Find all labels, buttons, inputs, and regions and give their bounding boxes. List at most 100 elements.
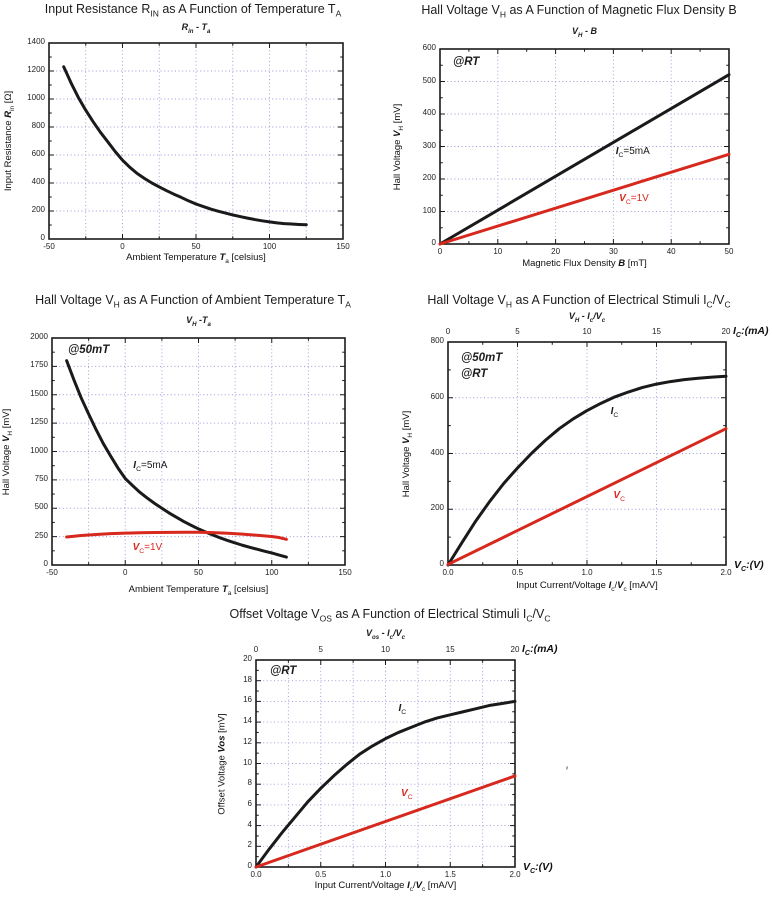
y-tick-label: 6 <box>247 798 252 808</box>
curve-ic-curve <box>446 374 728 567</box>
annotation: @50mT <box>68 344 110 356</box>
plot-area-hall-voltage-vs-temperature <box>51 337 346 566</box>
x-axis-label: Input Current/Voltage Ic/Vc [mA/V] <box>516 580 658 593</box>
x-tick-label: 20 <box>551 247 561 256</box>
x-tick-label: -50 <box>46 568 58 577</box>
curve-ic-curve <box>254 699 517 869</box>
y-tick-label: 500 <box>34 502 48 512</box>
top-right-unit-label: IC:(mA) <box>733 325 769 340</box>
x-tick-label: 1.5 <box>444 870 456 879</box>
y-axis-label: Hall Voltage VH [mV] <box>400 410 414 497</box>
x-tick-label: 2.0 <box>509 870 521 879</box>
chart-hall-voltage-vs-flux-density: Hall Voltage VH as A Function of Magneti… <box>386 0 772 285</box>
axis-ticks <box>447 341 727 566</box>
plot-area-offset-voltage-vs-electrical-stimuli <box>254 659 517 869</box>
annotation: @50mT <box>461 352 503 364</box>
input-resistance-vs-temperature-title: Input Resistance RIN as A Function of Te… <box>44 2 342 19</box>
hall-voltage-vs-electrical-stimuli-title: Hall Voltage VH as A Function of Electri… <box>427 293 731 310</box>
curve-ic-5ma-curve <box>65 359 288 559</box>
gridlines <box>448 342 726 565</box>
top-tick-label: 0 <box>445 327 451 336</box>
x-tick-label: 0.5 <box>511 568 524 577</box>
y-tick-label: 600 <box>430 391 444 401</box>
x-tick-label: 0.5 <box>315 870 327 879</box>
x-tick-label: 40 <box>666 247 676 256</box>
y-tick-label: 1750 <box>30 360 48 370</box>
curve-vc-1v-curve <box>65 530 288 541</box>
annotation: ' <box>565 766 568 778</box>
annotation: @RT <box>461 368 488 380</box>
y-tick-label: 400 <box>31 177 45 186</box>
y-tick-label: 1400 <box>27 37 45 46</box>
x-tick-label: 1.0 <box>379 870 392 879</box>
top-right-unit-label: IC:(mA) <box>522 643 558 658</box>
y-axis-label: Hall Voltage VH [mV] <box>0 408 14 495</box>
x-tick-label: 150 <box>336 242 350 251</box>
x-tick-label: 0 <box>123 568 128 577</box>
x-tick-label: 0 <box>437 247 443 256</box>
top-tick-label: 15 <box>445 645 455 654</box>
chart-input-resistance-vs-temperature: Input Resistance RIN as A Function of Te… <box>0 0 386 285</box>
y-tick-label: 1250 <box>30 417 48 427</box>
x-axis-label: Ambient Temperature Ta [celsius] <box>126 252 266 265</box>
curve-vc-curve <box>254 774 517 869</box>
x-tick-label: -50 <box>43 242 55 251</box>
top-tick-label: 20 <box>510 645 520 654</box>
x-tick-label: 1.5 <box>650 568 663 577</box>
x-tick-label: 10 <box>493 247 503 256</box>
y-tick-label: 600 <box>31 149 45 158</box>
hall-voltage-vs-flux-density-title: Hall Voltage VH as A Function of Magneti… <box>421 3 737 20</box>
y-tick-label: 8 <box>247 778 252 788</box>
top-tick-label: 10 <box>582 327 592 336</box>
axis-ticks <box>439 48 730 245</box>
y-tick-label: 750 <box>34 473 48 483</box>
y-tick-label: 200 <box>422 173 436 182</box>
y-tick-label: 400 <box>422 108 436 117</box>
hall-voltage-vs-flux-density-subtitle: VH - B <box>572 26 597 39</box>
y-tick-label: 1200 <box>27 65 45 74</box>
annotation: @RT <box>453 56 480 68</box>
plot-area-hall-voltage-vs-electrical-stimuli <box>446 341 728 567</box>
top-tick-label: 5 <box>318 645 323 654</box>
hall-voltage-vs-temperature-title: Hall Voltage VH as A Function of Ambient… <box>35 293 351 310</box>
hall-voltage-vs-temperature-subtitle: VH -Ta <box>186 315 211 328</box>
y-tick-label: 16 <box>243 695 252 705</box>
gridlines <box>49 43 343 239</box>
y-tick-label: 250 <box>34 530 48 540</box>
curve-label: IC=5mA <box>133 460 168 474</box>
y-tick-label: 18 <box>243 674 252 684</box>
curve-label: IC=5mA <box>615 145 650 159</box>
offset-voltage-vs-electrical-stimuli-title: Offset Voltage VOS as A Function of Elec… <box>229 607 551 624</box>
x-axis-label: Ambient Temperature Ta [celsius] <box>128 584 269 597</box>
y-tick-label: 1000 <box>27 93 45 102</box>
y-tick-label: 2000 <box>30 332 48 341</box>
plot-frame <box>447 341 727 566</box>
y-tick-label: 200 <box>31 205 45 214</box>
offset-voltage-vs-electrical-stimuli-subtitle: Vos - Ic/Vc <box>366 628 405 641</box>
y-axis-label: Input Resistance Rin [Ω] <box>2 90 16 192</box>
x-tick-label: 50 <box>191 242 201 251</box>
x-axis-label: Magnetic Flux Density B [mT] <box>522 258 647 269</box>
axis-ticks <box>48 42 344 240</box>
x-tick-label: 50 <box>724 247 734 256</box>
y-tick-label: 300 <box>422 140 436 150</box>
curve-label: IC <box>398 702 407 716</box>
gridlines <box>440 49 729 244</box>
annotation: @RT <box>270 665 297 677</box>
curve-ic-5ma-line <box>438 73 731 246</box>
plot-area-hall-voltage-vs-flux-density <box>438 48 731 246</box>
x-axis-label: Input Current/Voltage Ic/Vc [mA/V] <box>314 880 457 893</box>
curve-label: IC <box>610 406 619 420</box>
y-tick-label: 20 <box>243 654 252 663</box>
x-tick-label: 2.0 <box>720 568 732 577</box>
curve-vc-curve <box>446 427 728 566</box>
top-tick-label: 5 <box>515 327 520 336</box>
chart-hall-voltage-vs-temperature: Hall Voltage VH as A Function of Ambient… <box>0 290 386 600</box>
y-tick-label: 0 <box>247 861 252 870</box>
y-tick-label: 600 <box>422 43 436 52</box>
y-tick-label: 1500 <box>30 388 48 398</box>
x-tick-label: 100 <box>262 242 277 251</box>
x-tick-label: 1.0 <box>581 568 593 577</box>
top-tick-label: 15 <box>652 327 661 336</box>
